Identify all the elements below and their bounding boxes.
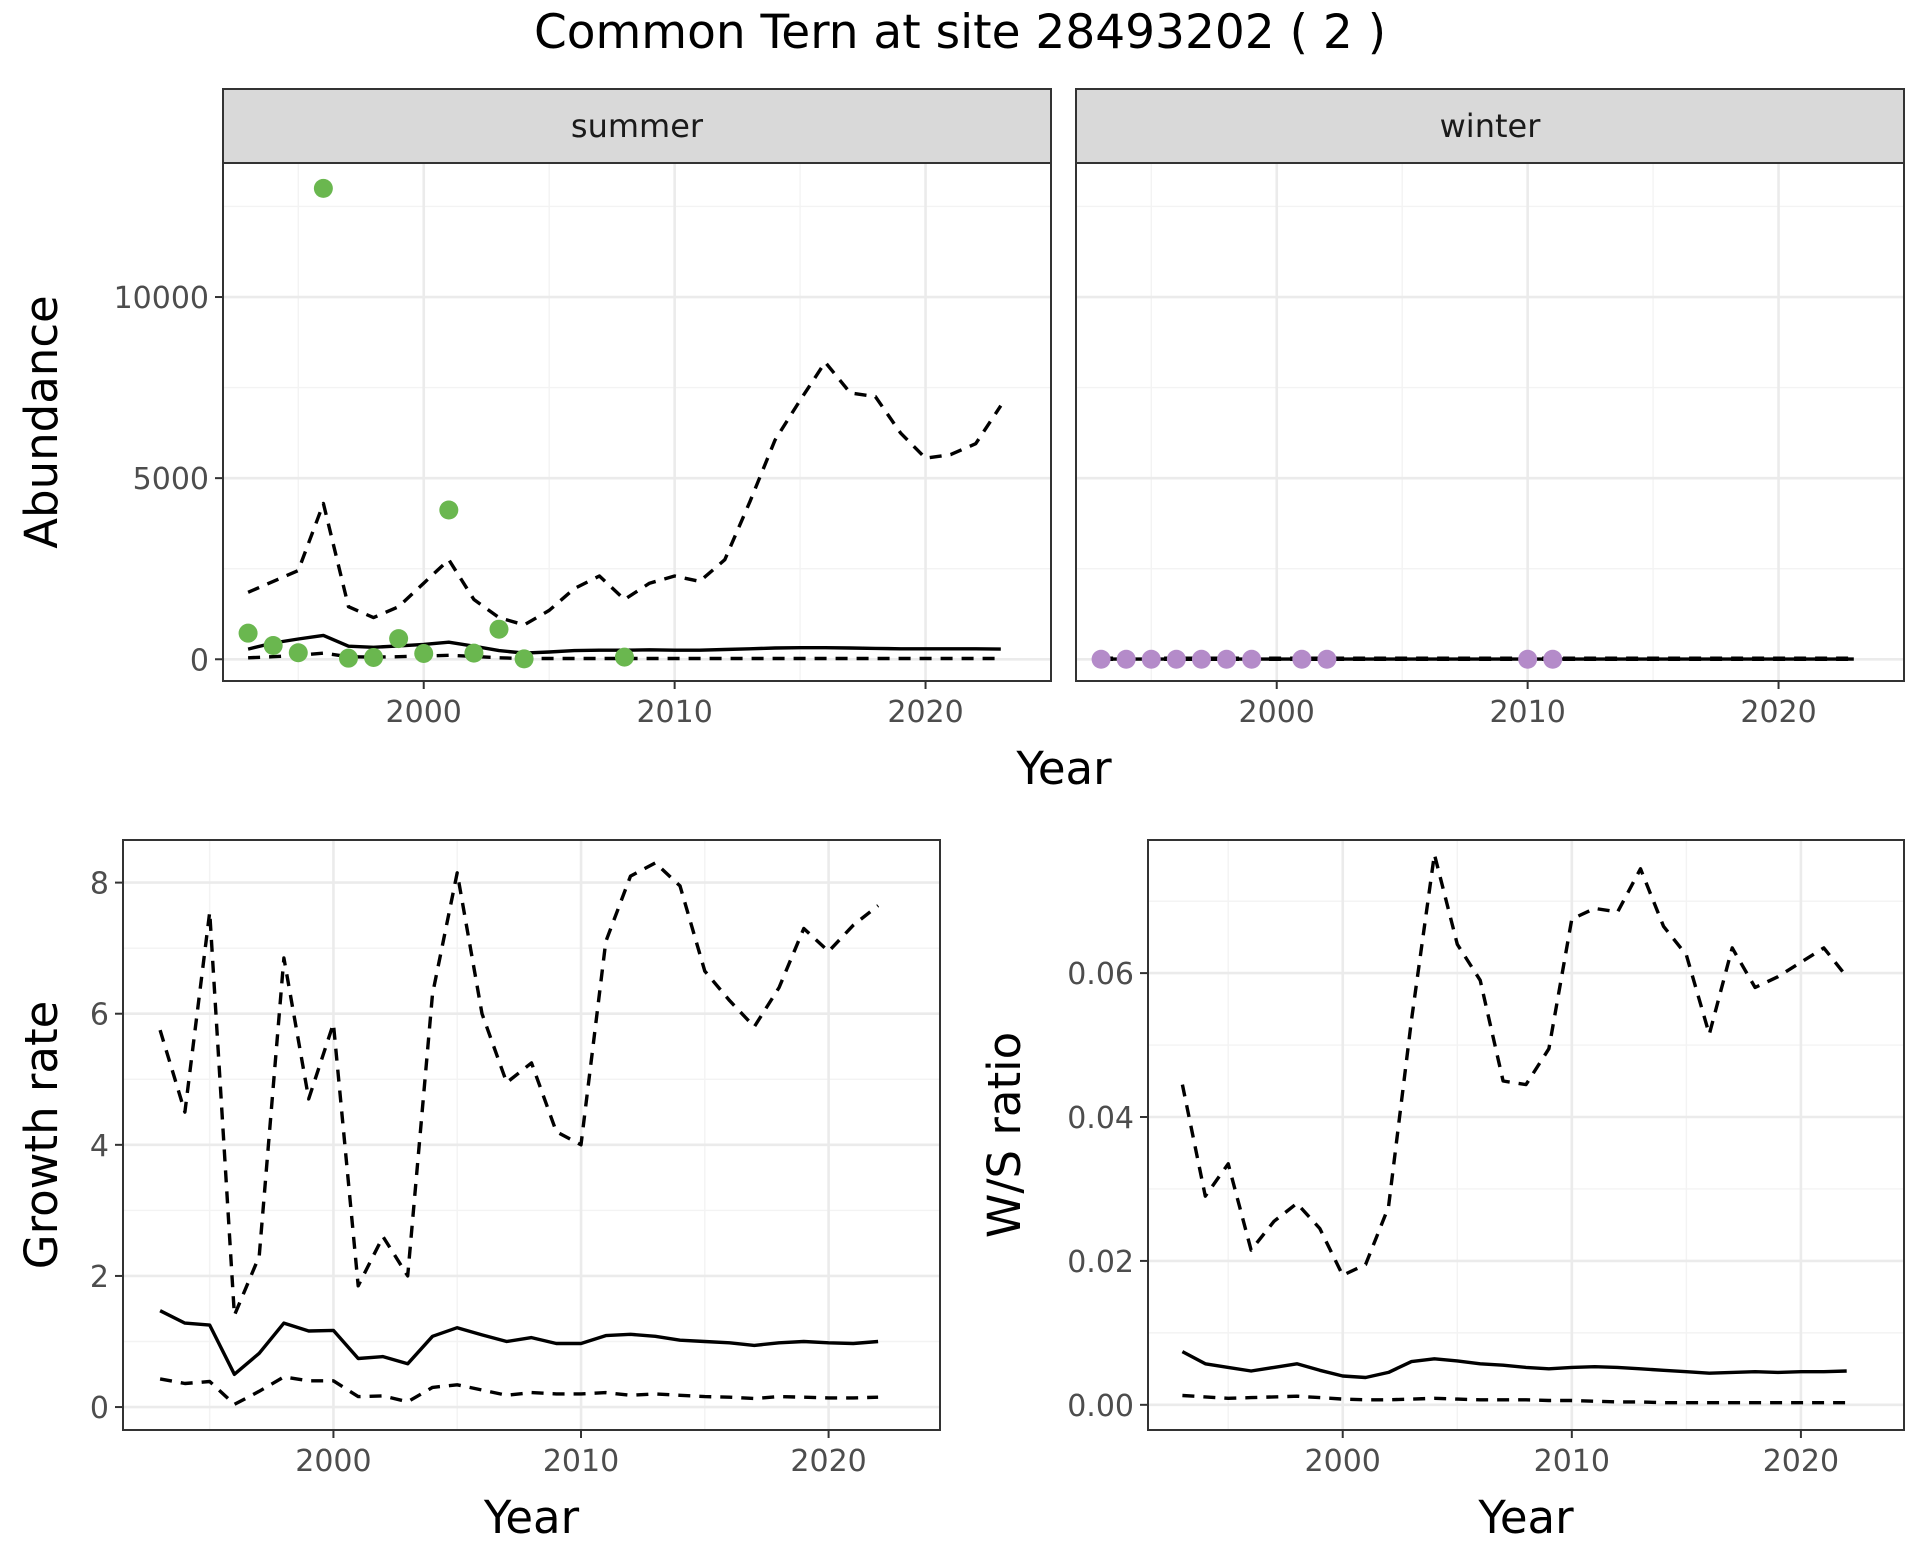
ws_ratio-x-axis-title: Year <box>1477 1491 1574 1544</box>
winter-data-point <box>1518 649 1538 669</box>
ws_ratio-panel-border <box>1147 839 1905 1431</box>
winter-data-point <box>1166 649 1186 669</box>
chart-title: Common Tern at site 28493202 ( 2 ) <box>534 5 1386 60</box>
ws_ratio-y-tick-label: 0.04 <box>1067 1101 1134 1136</box>
winter-data-point <box>1191 649 1211 669</box>
summer-data-point <box>313 178 333 198</box>
summer-panel-border <box>222 162 1052 682</box>
growth-series-lower-line <box>159 1375 879 1407</box>
winter-data-point <box>1091 649 1111 669</box>
summer-data-point <box>338 648 358 668</box>
growth-y-axis-title: Growth rate <box>15 1001 68 1270</box>
panel-ws-ratio: 2000 2010 2020 0.00 0.02 0.04 0.06 W/S ratio Yea… <box>978 839 1905 1544</box>
summer-x-tick-label: 2000 <box>386 695 462 730</box>
winter-data-point <box>1317 649 1337 669</box>
summer-data-point <box>414 643 434 663</box>
growth-plot-background <box>123 840 940 1430</box>
summer-data-point <box>464 643 484 663</box>
panel-summer-abundance: summer 2000 2010 2020 0 5000 10000 Abundance <box>15 88 1052 730</box>
summer-data-point <box>288 643 308 663</box>
summer-data-point <box>489 619 509 639</box>
ws_ratio-y-tick-label: 0.02 <box>1067 1245 1134 1280</box>
growth-x-tick-label: 2000 <box>295 1444 371 1479</box>
winter-x-tick-label: 2000 <box>1239 695 1315 730</box>
ws_ratio-x-tick-label: 2010 <box>1534 1444 1610 1479</box>
summer-y-tick-label: 5000 <box>133 462 209 497</box>
summer-strip-label: summer <box>571 107 704 145</box>
growth-y-tick-label: 0 <box>90 1391 109 1426</box>
growth-x-axis-title: Year <box>483 1491 580 1544</box>
growth-x-tick-label: 2010 <box>543 1444 619 1479</box>
summer-data-point <box>238 623 258 643</box>
summer-data-point <box>514 649 534 669</box>
summer-data-point <box>614 647 634 667</box>
growth-y-tick-label: 6 <box>90 998 109 1033</box>
ws_ratio-series-lower-line <box>1182 1393 1847 1405</box>
summer-y-tick-label: 10000 <box>114 281 209 316</box>
summer-data-point <box>439 500 459 520</box>
winter-x-tick-label: 2010 <box>1489 695 1565 730</box>
summer-x-tick-label: 2010 <box>636 695 712 730</box>
summer-data-point <box>389 629 409 649</box>
winter-data-point <box>1543 649 1563 669</box>
ws_ratio-plot-background <box>1148 840 1904 1430</box>
winter-panel-border <box>1075 162 1905 682</box>
growth-panel-border <box>122 839 941 1431</box>
winter-x-tick-label: 2020 <box>1740 695 1816 730</box>
ws_ratio-series-estimate-line <box>1181 1350 1847 1380</box>
summer-plot-background <box>223 163 1051 681</box>
summer-x-tick-label: 2020 <box>887 695 963 730</box>
summer-y-tick-label: 0 <box>190 643 209 678</box>
summer-y-axis-title: Abundance <box>15 295 68 548</box>
growth-y-tick-label: 8 <box>90 867 109 902</box>
growth-series-upper-line <box>158 861 880 1317</box>
summer-strip <box>222 88 1052 164</box>
ws_ratio-y-axis-title: W/S ratio <box>978 1032 1031 1238</box>
summer-series-upper-line <box>247 360 1003 627</box>
growth-y-tick-label: 4 <box>90 1129 109 1164</box>
panel-winter-abundance: winter 2000 2010 2020 <box>1075 88 1905 730</box>
growth-x-tick-label: 2020 <box>790 1444 866 1479</box>
winter-data-point <box>1141 649 1161 669</box>
winter-data-point <box>1217 649 1237 669</box>
summer-data-point <box>263 636 283 656</box>
winter-data-point <box>1242 649 1262 669</box>
summer-data-point <box>364 647 384 667</box>
growth-y-tick-label: 2 <box>90 1260 109 1295</box>
winter-data-point <box>1116 649 1136 669</box>
ws_ratio-x-tick-label: 2020 <box>1763 1444 1839 1479</box>
growth-series-estimate-line <box>159 1309 879 1376</box>
panel-growth-rate: 2000 2010 2020 0 2 4 6 8 Growth rate Year <box>15 839 941 1544</box>
ws_ratio-y-tick-label: 0.00 <box>1067 1389 1134 1424</box>
ws_ratio-x-tick-label: 2000 <box>1305 1444 1381 1479</box>
winter-plot-background <box>1076 163 1904 681</box>
winter-strip-label: winter <box>1440 107 1542 145</box>
ws_ratio-y-tick-label: 0.06 <box>1067 957 1134 992</box>
winter-data-point <box>1292 649 1312 669</box>
top-x-axis-label: Year <box>1015 742 1112 795</box>
ws_ratio-series-upper-line <box>1180 852 1849 1277</box>
